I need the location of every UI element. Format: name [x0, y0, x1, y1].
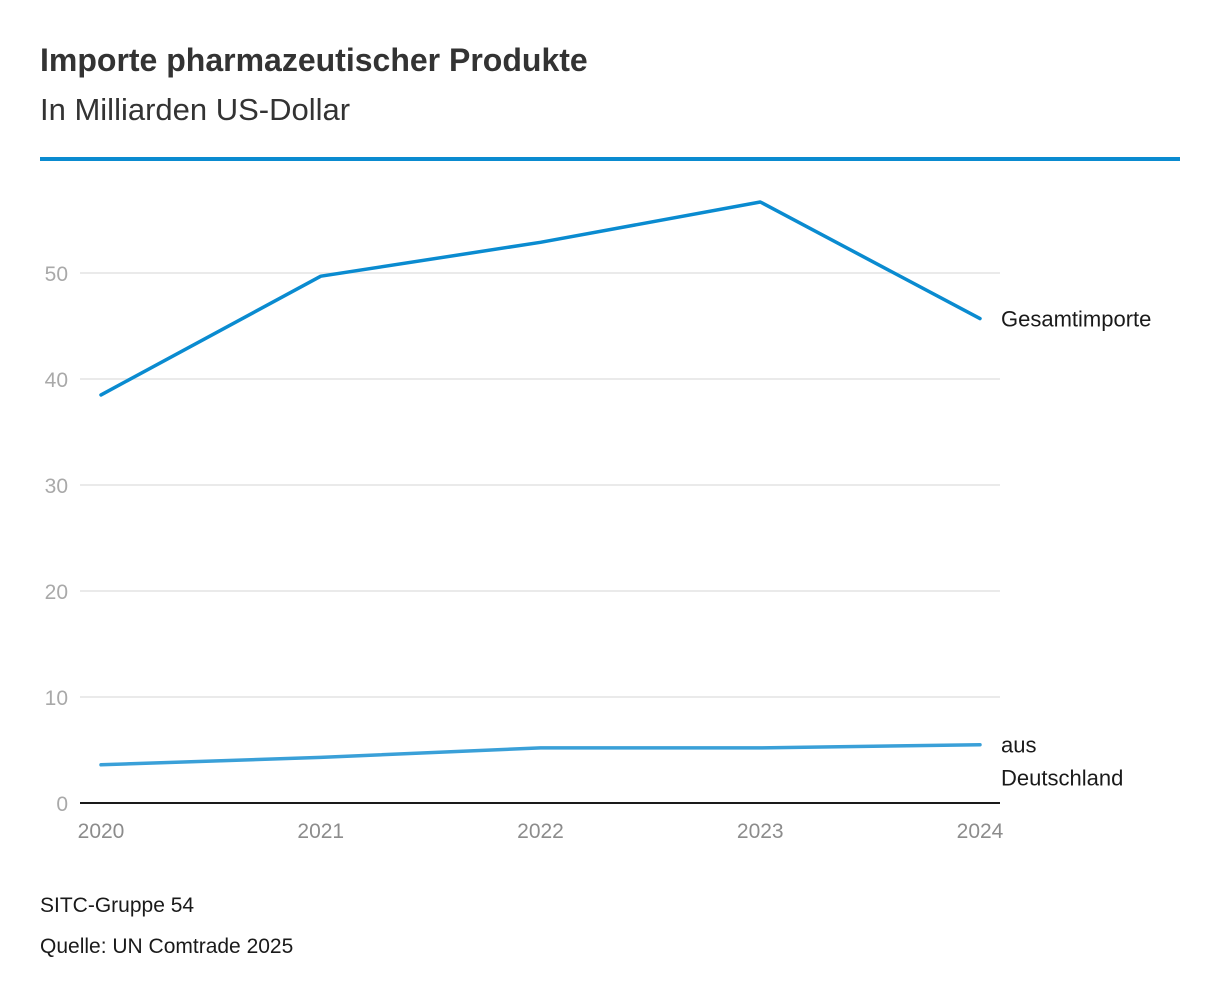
series-label: aus	[1001, 733, 1036, 758]
axes: 0 10 20 30 40 50 2020 2021 2022 2023 2024	[45, 263, 1004, 843]
series-label: Deutschland	[1001, 766, 1123, 791]
y-tick-label: 0	[56, 793, 68, 816]
y-tick-label: 10	[45, 687, 68, 710]
footnote-sitc: SITC-Gruppe 54	[40, 894, 195, 917]
series-lines	[99, 200, 982, 767]
series-line	[99, 200, 982, 397]
y-tick-label: 20	[45, 581, 68, 604]
header-rule	[40, 157, 1180, 161]
y-tick-label: 50	[45, 263, 68, 286]
x-tick-label: 2020	[78, 820, 125, 843]
x-tick-label: 2023	[737, 820, 784, 843]
y-tick-label: 40	[45, 369, 68, 392]
x-tick-label: 2021	[297, 820, 344, 843]
x-tick-label: 2022	[517, 820, 564, 843]
series-line	[99, 742, 982, 767]
chart-title: Importe pharmazeutischer Produkte	[40, 42, 588, 78]
line-chart: 0 10 20 30 40 50 2020 2021 2022 2023 2024 Gesamtim…	[45, 200, 1151, 843]
x-tick-label: 2024	[957, 820, 1004, 843]
y-tick-label: 30	[45, 475, 68, 498]
chart-subtitle: In Milliarden US-Dollar	[40, 92, 351, 127]
gridlines	[80, 272, 1000, 698]
series-labels: Gesamtimporte aus Deutschland	[1001, 307, 1151, 791]
series-label: Gesamtimporte	[1001, 307, 1151, 332]
source-note: Quelle: UN Comtrade 2025	[40, 935, 294, 958]
